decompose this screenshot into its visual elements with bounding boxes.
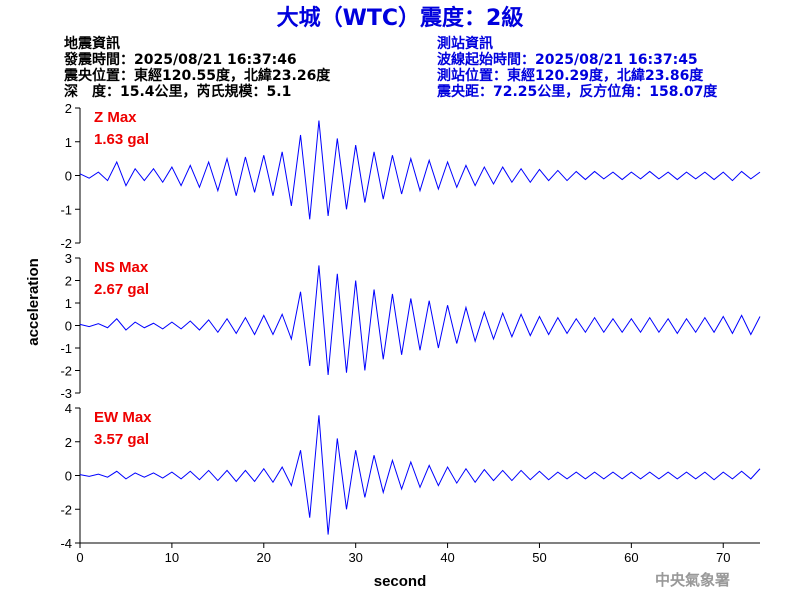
station-info: 震央距：72.25公里，反方位角：158.07度 — [437, 84, 718, 100]
quake-info: 地震資訊 — [64, 36, 120, 52]
y-tick-label: 0 — [65, 319, 72, 334]
annotation: Z Max — [94, 109, 137, 126]
y-tick-label: 4 — [65, 401, 72, 416]
quake-info: 深 度：15.4公里，芮氏規模：5.1 — [64, 84, 292, 100]
quake-info: 發震時間：2025/08/21 16:37:46 — [64, 52, 297, 68]
x-tick-label: 20 — [257, 550, 271, 565]
x-tick-label: 50 — [532, 550, 546, 565]
quake-info: 震央位置：東經120.55度，北緯23.26度 — [64, 68, 331, 84]
y-tick-label: -1 — [60, 202, 72, 217]
x-tick-label: 30 — [348, 550, 362, 565]
annotation: 2.67 gal — [94, 281, 149, 298]
annotation: NS Max — [94, 259, 149, 276]
y-tick-label: 2 — [65, 101, 72, 116]
y-tick-label: 2 — [65, 435, 72, 450]
x-tick-label: 0 — [76, 550, 83, 565]
y-tick-label: -3 — [60, 386, 72, 401]
y-tick-label: -4 — [60, 536, 72, 551]
y-tick-label: 1 — [65, 135, 72, 150]
x-tick-label: 40 — [440, 550, 454, 565]
y-axis-label: acceleration — [25, 258, 42, 346]
waveform — [79, 120, 761, 220]
y-tick-label: 2 — [65, 274, 72, 289]
title: 大城（WTC）震度：2級 — [276, 6, 524, 31]
waveform — [79, 265, 761, 376]
y-tick-label: 3 — [65, 251, 72, 266]
y-tick-label: 1 — [65, 296, 72, 311]
watermark: 中央氣象署 — [655, 571, 731, 589]
x-tick-label: 70 — [716, 550, 730, 565]
y-tick-label: -2 — [60, 364, 72, 379]
x-tick-label: 10 — [165, 550, 179, 565]
annotation: 1.63 gal — [94, 131, 149, 148]
y-tick-label: -2 — [60, 236, 72, 251]
y-tick-label: -2 — [60, 502, 72, 517]
x-tick-label: 60 — [624, 550, 638, 565]
annotation: EW Max — [94, 409, 152, 426]
station-info: 測站位置：東經120.29度，北緯23.86度 — [437, 68, 704, 84]
waveform — [79, 415, 761, 535]
station-info: 測站資訊 — [437, 36, 493, 52]
station-info: 波線起始時間：2025/08/21 16:37:45 — [437, 52, 698, 68]
y-tick-label: 0 — [65, 469, 72, 484]
x-axis-label: second — [374, 573, 427, 590]
y-tick-label: -1 — [60, 341, 72, 356]
y-tick-label: 0 — [65, 169, 72, 184]
annotation: 3.57 gal — [94, 431, 149, 448]
